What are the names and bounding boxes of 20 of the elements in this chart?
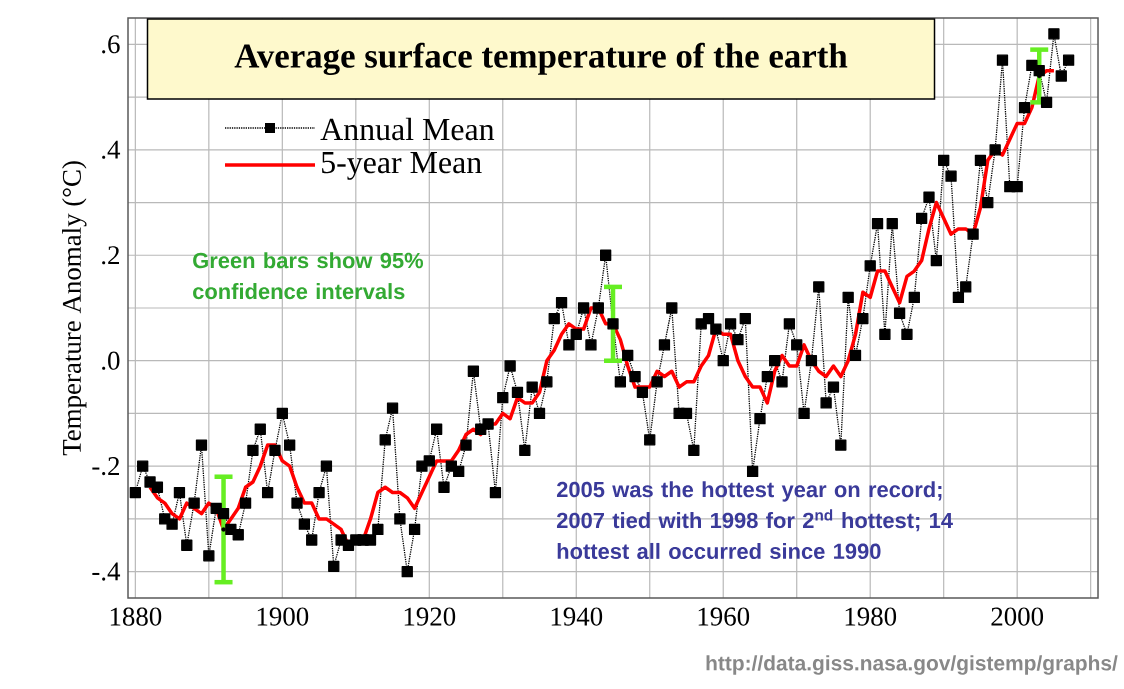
annotation: 2005 was the hottest year on record; 2007 tied with 1998 for 2$^{nd}$ hottest; 14 hottest all occurred since 1990 bbox=[556, 481, 953, 560]
x-tick-label: 1880 bbox=[110, 607, 162, 626]
y-tick-label: -.4 bbox=[92, 562, 121, 581]
x-tick-label: 1900 bbox=[257, 607, 309, 626]
y-tick-label: .4 bbox=[102, 140, 121, 159]
y-tick-label: .0 bbox=[102, 351, 120, 370]
x-tick-label: 1960 bbox=[698, 607, 750, 626]
annotation: Green bars show 95% confidence intervals bbox=[193, 252, 424, 300]
y-tick-label: .2 bbox=[102, 246, 119, 265]
x-tick-label: 2000 bbox=[991, 607, 1044, 626]
legend-label: 5-year Mean bbox=[322, 152, 482, 180]
y-axis-title: Temperature Anomaly (°C) bbox=[62, 161, 87, 456]
y-tick-label: .6 bbox=[102, 35, 120, 54]
x-tick-label: 1920 bbox=[404, 607, 456, 626]
y-tick-label: -.2 bbox=[92, 457, 119, 476]
x-tick-label: 1940 bbox=[551, 607, 603, 626]
legend-label: Annual Mean bbox=[320, 117, 495, 141]
chart-title: Average surface temperature of the earth bbox=[234, 42, 848, 76]
text: http://data.giss.nasa.gov/gistemp/graphs/ bbox=[706, 655, 1118, 675]
x-tick-label: 1980 bbox=[845, 607, 897, 626]
